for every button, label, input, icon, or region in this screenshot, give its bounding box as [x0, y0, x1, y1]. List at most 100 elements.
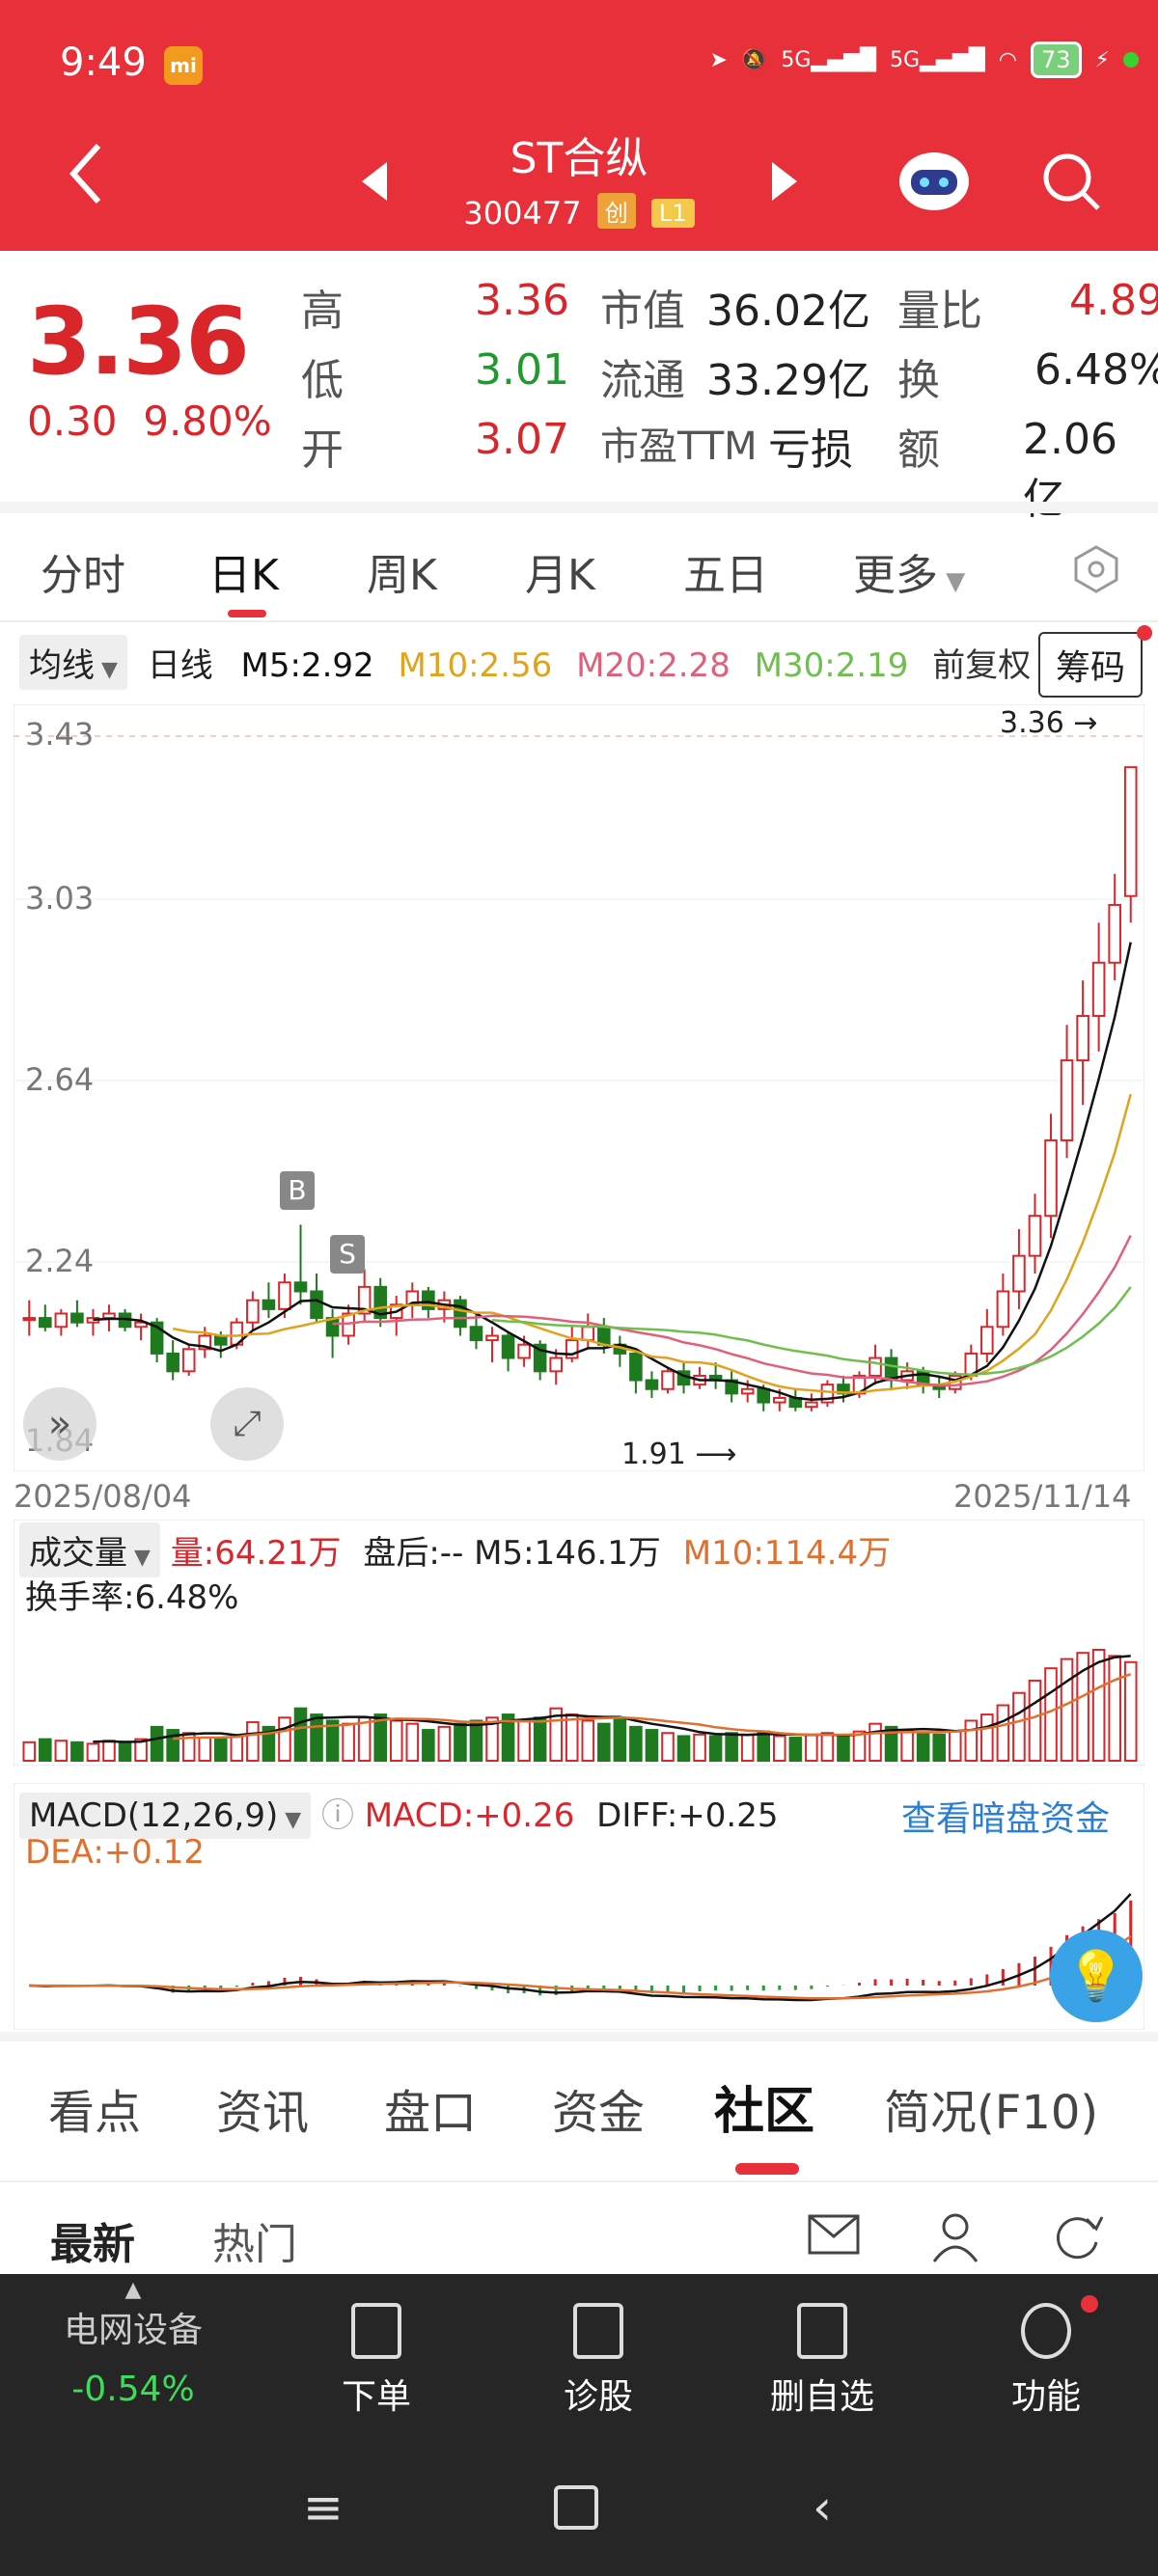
home-nav-icon[interactable] — [554, 2485, 598, 2530]
candle — [533, 1343, 547, 1373]
last-price: 3.36 — [27, 288, 250, 396]
mail-icon[interactable] — [807, 2213, 861, 2256]
tab-community[interactable]: 社区 — [714, 2083, 815, 2141]
volume-bar — [1012, 1691, 1026, 1763]
volume-bar — [581, 1719, 595, 1763]
lightbulb-icon[interactable]: 💡 — [1050, 1930, 1143, 2022]
back-nav-icon[interactable]: ‹ — [813, 2480, 832, 2535]
refresh-icon[interactable] — [1050, 2209, 1104, 2263]
macd-select[interactable]: MACD(12,26,9) ▼ — [19, 1793, 312, 1839]
volume-bar — [1091, 1649, 1106, 1762]
volume-bar — [278, 1716, 291, 1762]
volume-bar — [166, 1729, 179, 1763]
fullscreen-icon[interactable]: ⤢ — [210, 1387, 284, 1461]
user-icon[interactable] — [928, 2209, 982, 2263]
tab-intraday[interactable]: 分时 — [41, 551, 125, 600]
volume-chart[interactable] — [14, 1520, 1144, 1766]
volume-bar — [565, 1713, 579, 1762]
tab-funds[interactable]: 资金 — [552, 2086, 646, 2140]
ma30-line — [491, 1286, 1132, 1376]
tab-monthly-k[interactable]: 月K — [525, 551, 595, 600]
volume-bar — [788, 1737, 803, 1763]
volume-bar — [1044, 1667, 1058, 1763]
candle — [22, 1317, 37, 1322]
candle — [213, 1334, 228, 1346]
remove-watchlist-button[interactable]: 删自选 — [735, 2303, 909, 2419]
high-value: 3.36 — [475, 276, 569, 325]
ma-select[interactable]: 均线 ▼ — [19, 635, 127, 690]
tab-news[interactable]: 资讯 — [216, 2086, 310, 2140]
subtab-hot[interactable]: 热门 — [212, 2220, 297, 2269]
app-header: 9:49 mi ➤ 🔕 5G▂▄▆█ 5G▂▄▆█ ◠ 73 ⚡ ST合纵 30… — [0, 0, 1158, 251]
tab-order-book[interactable]: 盘口 — [384, 2086, 478, 2140]
candle — [469, 1326, 483, 1342]
ma5-line — [93, 942, 1132, 1402]
diagnose-button[interactable]: 诊股 — [511, 2303, 685, 2419]
settings-hex-icon[interactable] — [1071, 544, 1121, 594]
turnover-value: 6.48% — [1034, 345, 1158, 395]
volume-bar — [629, 1725, 643, 1763]
back-arrow-icon[interactable] — [68, 140, 106, 207]
charging-icon: ⚡ — [1094, 47, 1110, 72]
tab-weekly-k[interactable]: 周K — [367, 551, 437, 600]
status-icons: ➤ 🔕 5G▂▄▆█ 5G▂▄▆█ ◠ 73 ⚡ — [709, 39, 1139, 81]
subtab-latest[interactable]: 最新 — [50, 2220, 135, 2269]
volume-bar — [1076, 1652, 1089, 1762]
candle — [373, 1285, 388, 1320]
volume-bar — [757, 1730, 771, 1762]
volume-bar — [422, 1729, 435, 1763]
functions-button[interactable]: 功能 — [959, 2303, 1133, 2419]
divider — [0, 620, 1158, 622]
float-value: 33.29亿 — [706, 356, 870, 405]
dark-pool-link[interactable]: 查看暗盘资金 — [901, 1799, 1111, 1839]
dea-line — [29, 1934, 1132, 2000]
volume-bar — [310, 1713, 323, 1762]
volume-bar — [852, 1730, 867, 1762]
menu-nav-icon[interactable]: ≡ — [303, 2480, 344, 2535]
volume-select[interactable]: 成交量 ▼ — [19, 1522, 160, 1577]
tab-f10[interactable]: 简况(F10) — [884, 2086, 1099, 2140]
expand-left-icon[interactable]: » — [23, 1387, 96, 1461]
volume-bar — [373, 1713, 388, 1762]
stock-name: ST合纵 — [510, 134, 648, 183]
volume-bar — [405, 1722, 420, 1763]
adjust-label[interactable]: 前复权 — [932, 646, 1032, 685]
buy-marker[interactable]: B — [280, 1171, 315, 1210]
sell-marker[interactable]: S — [330, 1235, 365, 1274]
search-icon[interactable] — [1040, 151, 1102, 212]
volume-bar — [454, 1722, 467, 1763]
volume-bar — [868, 1722, 882, 1763]
tab-five-day[interactable]: 五日 — [683, 551, 768, 600]
sector-name: 电网设备 — [63, 2311, 203, 2350]
tab-highlights[interactable]: 看点 — [48, 2086, 142, 2140]
candle — [39, 1317, 52, 1329]
remove-watchlist-label: 删自选 — [769, 2377, 874, 2417]
candle — [565, 1339, 579, 1359]
candle — [820, 1384, 835, 1404]
robot-assistant-icon[interactable] — [896, 145, 973, 212]
low-value: 3.01 — [475, 345, 569, 395]
next-stock-icon[interactable] — [772, 162, 797, 201]
active-tab-indicator — [228, 610, 266, 617]
prev-stock-icon[interactable] — [362, 162, 387, 201]
candle — [166, 1352, 179, 1373]
order-button[interactable]: 下单 — [290, 2303, 463, 2419]
sector-info[interactable]: ▲ 电网设备 -0.54% — [46, 2278, 220, 2409]
change-percent: 9.80% — [143, 397, 272, 445]
high-annotation-value: 3.36 — [1000, 706, 1064, 740]
volume-bar — [932, 1733, 947, 1763]
volume-select-label: 成交量 — [29, 1534, 127, 1573]
volume-bar — [708, 1735, 723, 1762]
candle — [868, 1357, 882, 1377]
help-icon[interactable]: ⓘ — [320, 1796, 354, 1835]
low-label: 低 — [301, 356, 344, 405]
open-label: 开 — [301, 425, 344, 475]
kline-chart[interactable] — [14, 704, 1144, 1471]
macd-select-label: MACD(12,26,9) — [29, 1796, 279, 1835]
notification-dot — [1137, 625, 1152, 641]
tab-daily-k[interactable]: 日K — [208, 551, 279, 600]
tab-more[interactable]: 更多 ▼ — [853, 540, 965, 602]
chip-distribution-button[interactable]: 筹码 — [1037, 632, 1143, 698]
macd-chart[interactable] — [14, 1783, 1144, 2030]
candle — [70, 1312, 84, 1324]
